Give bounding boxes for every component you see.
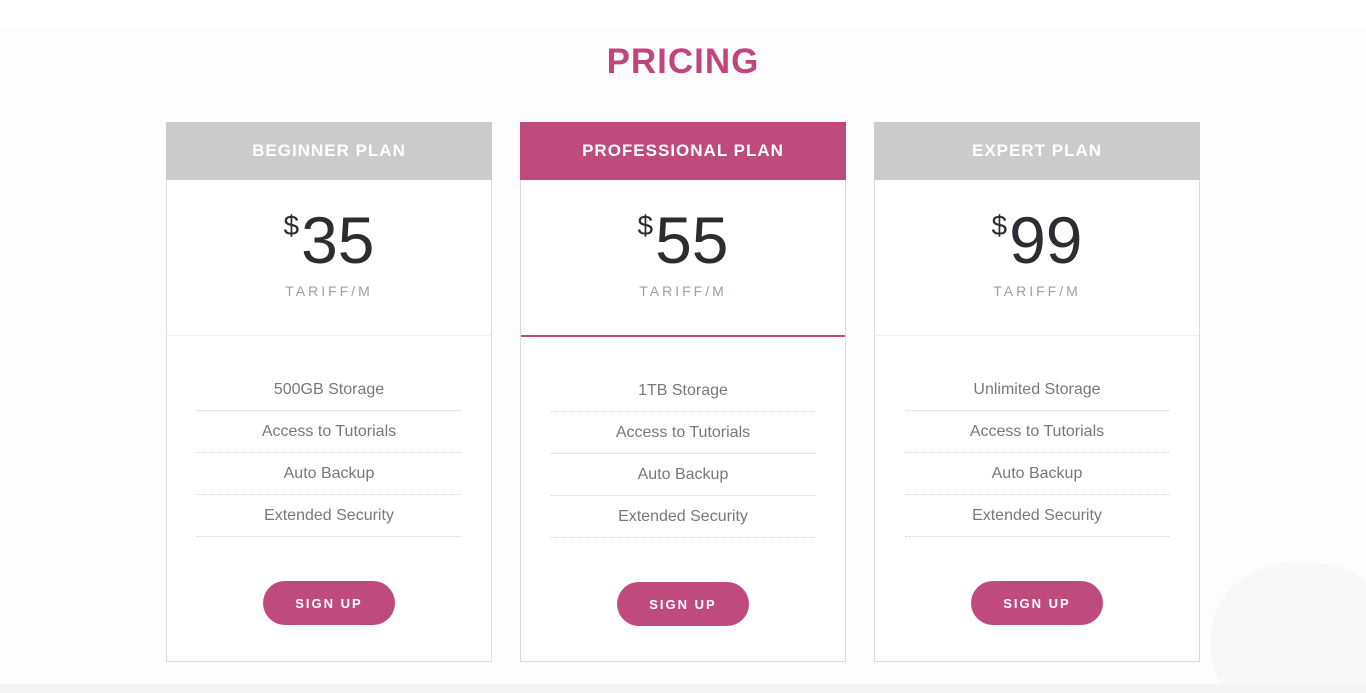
- plan-price: $35: [167, 180, 491, 275]
- plan-name: BEGINNER PLAN: [252, 141, 406, 160]
- feature-item: Auto Backup: [197, 453, 461, 495]
- price-amount: 55: [655, 203, 729, 277]
- price-block: $55 TARIFF/M: [521, 180, 845, 337]
- card-footer: SIGN UP: [875, 537, 1199, 625]
- price-block: $99 TARIFF/M: [875, 180, 1199, 336]
- feature-list: 1TB Storage Access to Tutorials Auto Bac…: [521, 337, 845, 538]
- signup-button-professional[interactable]: SIGN UP: [617, 582, 749, 626]
- feature-item: Auto Backup: [905, 453, 1169, 495]
- card-footer: SIGN UP: [521, 538, 845, 626]
- feature-item: Extended Security: [551, 496, 815, 538]
- price-block: $35 TARIFF/M: [167, 180, 491, 336]
- price-period: TARIFF/M: [993, 283, 1081, 300]
- feature-item: Unlimited Storage: [905, 369, 1169, 411]
- feature-item: 1TB Storage: [551, 370, 815, 412]
- plan-name: EXPERT PLAN: [971, 141, 1103, 160]
- feature-item: Extended Security: [905, 495, 1169, 537]
- feature-item: Auto Backup: [551, 454, 815, 496]
- plan-header: BEGINNER PLAN: [166, 122, 492, 180]
- decorative-corner-shape: [1211, 563, 1366, 693]
- price-amount: 99: [1009, 203, 1083, 277]
- feature-item: Access to Tutorials: [905, 411, 1169, 453]
- pricing-card-professional: PROFESSIONAL PLAN $55 TARIFF/M 1TB Stora…: [520, 122, 846, 662]
- pricing-cards-container: BEGINNER PLAN $35 TARIFF/M 500GB Storage…: [166, 122, 1200, 662]
- currency-symbol: $: [991, 210, 1008, 241]
- plan-price: $55: [521, 180, 845, 275]
- price-period: TARIFF/M: [639, 283, 727, 300]
- plan-price: $99: [875, 180, 1199, 275]
- page-title: PRICING: [606, 42, 760, 81]
- bottom-section-edge: [0, 684, 1366, 693]
- pricing-card-expert: EXPERT PLAN $99 TARIFF/M Unlimited Stora…: [874, 122, 1200, 662]
- pricing-card-beginner: BEGINNER PLAN $35 TARIFF/M 500GB Storage…: [166, 122, 492, 662]
- feature-list: Unlimited Storage Access to Tutorials Au…: [875, 336, 1199, 537]
- signup-button-beginner[interactable]: SIGN UP: [263, 581, 395, 625]
- feature-item: 500GB Storage: [197, 369, 461, 411]
- feature-list: 500GB Storage Access to Tutorials Auto B…: [167, 336, 491, 537]
- signup-button-expert[interactable]: SIGN UP: [971, 581, 1103, 625]
- price-period: TARIFF/M: [285, 283, 373, 300]
- feature-item: Access to Tutorials: [551, 412, 815, 454]
- currency-symbol: $: [637, 210, 654, 241]
- plan-header: PROFESSIONAL PLAN: [520, 122, 846, 180]
- feature-item: Access to Tutorials: [197, 411, 461, 453]
- price-amount: 35: [301, 203, 375, 277]
- top-section-edge: [0, 0, 1366, 30]
- currency-symbol: $: [283, 210, 300, 241]
- plan-header: EXPERT PLAN: [874, 122, 1200, 180]
- plan-name: PROFESSIONAL PLAN: [582, 141, 784, 160]
- card-footer: SIGN UP: [167, 537, 491, 625]
- feature-item: Extended Security: [197, 495, 461, 537]
